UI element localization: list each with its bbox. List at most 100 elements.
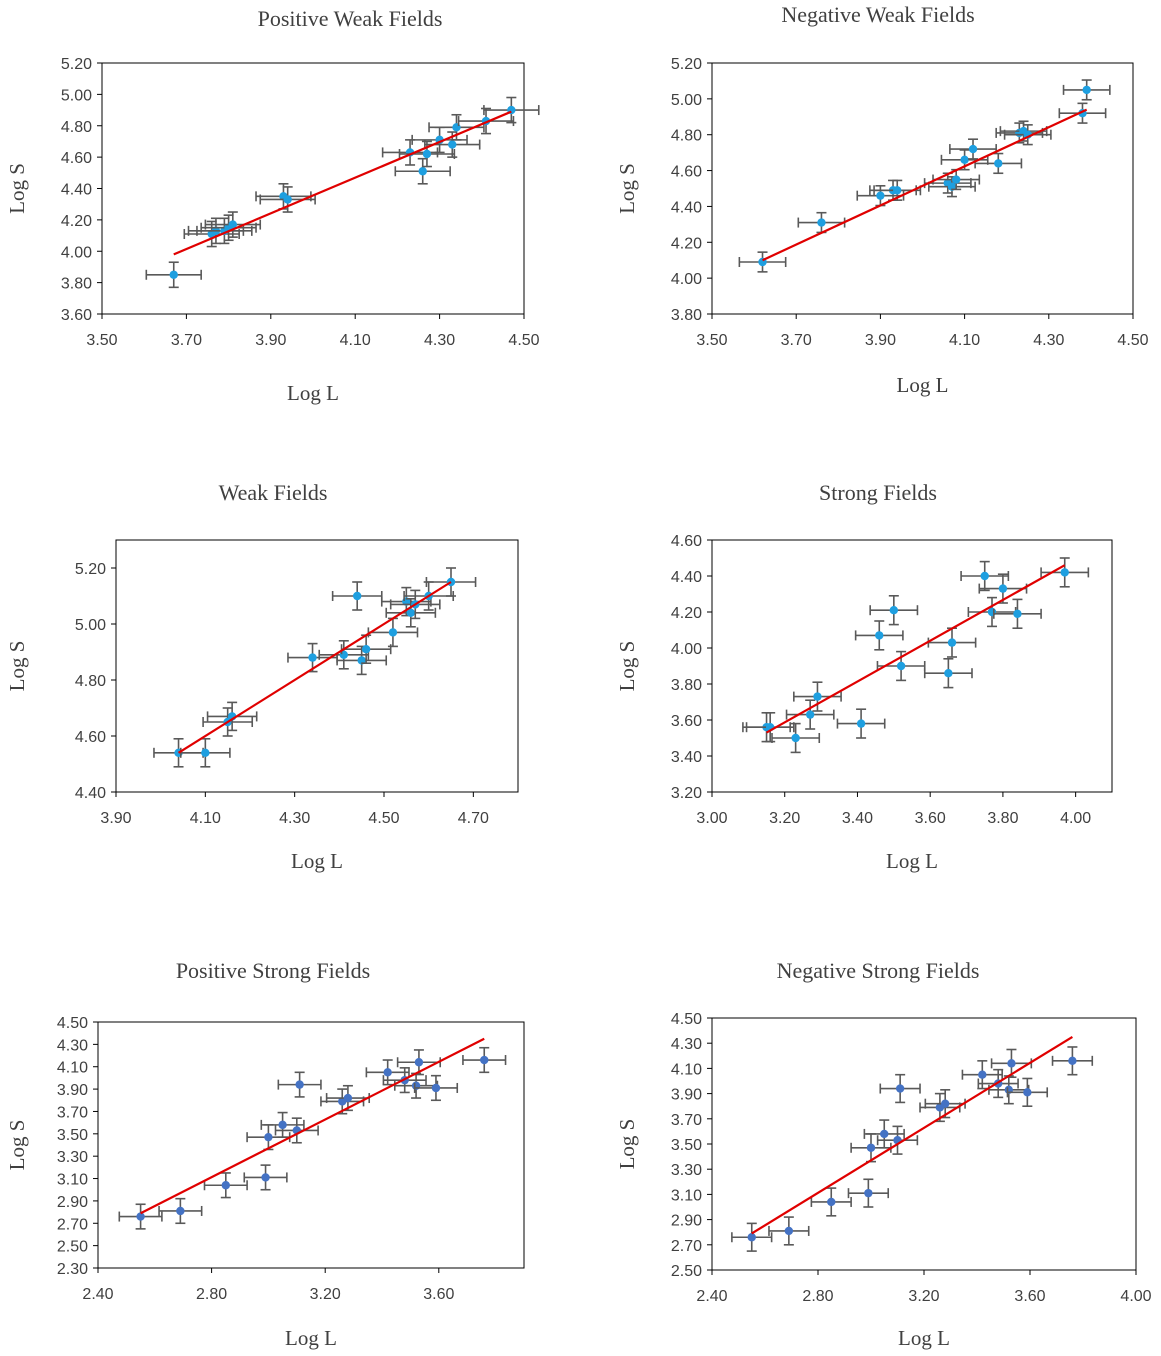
y-tick-label: 3.50 [57, 1127, 88, 1144]
data-point [827, 1197, 836, 1207]
chart-title: Strong Fields [819, 480, 937, 505]
data-point [1007, 1059, 1016, 1068]
data-point [805, 710, 815, 719]
plot-area [101, 62, 525, 315]
x-tick-label: 3.60 [1014, 1288, 1045, 1305]
chart-1: Positive Weak Fields 3.50 3.70 3.90 4.10 4.30… [5, 6, 540, 405]
data-point [856, 719, 866, 728]
data-point [1023, 1088, 1032, 1097]
x-tick-label: 3.60 [423, 1286, 454, 1303]
data-point [261, 1173, 270, 1182]
data-point [448, 140, 457, 149]
error-bar [389, 589, 441, 620]
x-tick-label: 4.00 [1060, 810, 1091, 827]
y-tick-label: 2.50 [57, 1239, 88, 1256]
y-tick-label: 4.80 [671, 128, 702, 145]
y-tick-label: 5.20 [61, 56, 92, 73]
y-tick-label: 4.20 [671, 605, 702, 622]
data-point [941, 1099, 950, 1108]
y-tick-label: 5.20 [75, 561, 106, 578]
chart-title: Negative Weak Fields [781, 2, 974, 27]
y-tick-label: 3.20 [671, 785, 702, 802]
y-tick-label: 3.90 [57, 1082, 88, 1099]
data-point [414, 1058, 424, 1067]
x-tick-label: 3.60 [915, 810, 946, 827]
y-tick-label: 4.00 [61, 244, 92, 261]
fit-line [751, 1035, 1073, 1235]
y-tick-label: 3.60 [61, 307, 92, 324]
x-axis-label: Log L [897, 373, 949, 397]
data-point [875, 631, 884, 640]
y-tick-label: 3.80 [61, 276, 92, 293]
y-tick-label: 3.50 [671, 1137, 702, 1154]
y-axis-label: Log S [615, 163, 639, 214]
data-point [960, 155, 969, 165]
data-point [968, 144, 978, 154]
data-point [308, 653, 317, 662]
y-axis-label: Log S [5, 163, 29, 214]
data-point [169, 270, 178, 279]
y-tick-label: 3.10 [671, 1187, 702, 1204]
data-point [388, 628, 398, 637]
chart-6: Negative Strong Fields 2.40 2.80 3.20 3.60 4.… [615, 958, 1152, 1350]
chart-title: Weak Fields [219, 480, 328, 505]
data-point [422, 149, 432, 159]
fit-line [177, 581, 452, 754]
data-point [896, 661, 906, 671]
plot-area [97, 1021, 525, 1269]
x-tick-label: 3.80 [987, 810, 1018, 827]
y-tick-label: 2.90 [57, 1194, 88, 1211]
data-point [998, 584, 1008, 593]
y-tick-label: 4.30 [57, 1037, 88, 1054]
x-tick-label: 4.30 [424, 332, 455, 349]
data-point [383, 1068, 392, 1077]
error-bar [1006, 1077, 1049, 1107]
x-axis-label: Log L [291, 849, 343, 873]
x-tick-label: 4.30 [279, 810, 310, 827]
x-axis-label: Log L [886, 849, 938, 873]
y-tick-label: 4.00 [671, 271, 702, 288]
data-point [1082, 85, 1091, 95]
x-tick-label: 2.40 [696, 1288, 727, 1305]
x-tick-label: 4.10 [340, 332, 371, 349]
x-axis-label: Log L [898, 1326, 950, 1350]
data-point [951, 175, 961, 184]
x-tick-label: 3.90 [255, 332, 286, 349]
fit-line [766, 564, 1066, 734]
y-axis-label: Log S [615, 641, 639, 692]
data-point [343, 1093, 353, 1103]
data-point [1068, 1056, 1077, 1066]
data-point [1013, 609, 1022, 618]
x-tick-label: 3.70 [171, 332, 202, 349]
data-point [895, 1084, 905, 1093]
data-point [944, 669, 953, 678]
x-tick-label: 2.80 [196, 1286, 227, 1303]
y-tick-label: 4.30 [671, 1036, 702, 1053]
data-point [876, 191, 885, 200]
y-tick-label: 2.30 [57, 1261, 88, 1278]
y-tick-label: 4.80 [75, 673, 106, 690]
fit-line [173, 110, 512, 256]
x-tick-label: 3.00 [696, 810, 727, 827]
x-tick-label: 3.70 [781, 332, 812, 349]
x-tick-label: 4.50 [1117, 332, 1148, 349]
chart-title: Positive Weak Fields [258, 6, 443, 31]
data-point [866, 1143, 876, 1152]
x-tick-label: 2.80 [802, 1288, 833, 1305]
chart-2: Negative Weak Fields 3.50 3.70 3.90 4.10 4.30… [615, 2, 1149, 397]
y-axis-label: Log S [615, 1119, 639, 1170]
data-point [406, 608, 415, 617]
y-tick-label: 3.70 [671, 1112, 702, 1129]
x-tick-label: 3.90 [100, 810, 131, 827]
x-tick-label: 3.40 [842, 810, 873, 827]
y-tick-label: 3.10 [57, 1172, 88, 1189]
data-point [980, 571, 989, 581]
y-tick-label: 4.60 [671, 164, 702, 181]
data-point [418, 167, 427, 176]
y-tick-label: 2.70 [671, 1238, 702, 1255]
data-point [353, 591, 362, 601]
data-point [361, 645, 371, 654]
x-tick-label: 4.70 [458, 810, 489, 827]
y-tick-label: 3.40 [671, 749, 702, 766]
